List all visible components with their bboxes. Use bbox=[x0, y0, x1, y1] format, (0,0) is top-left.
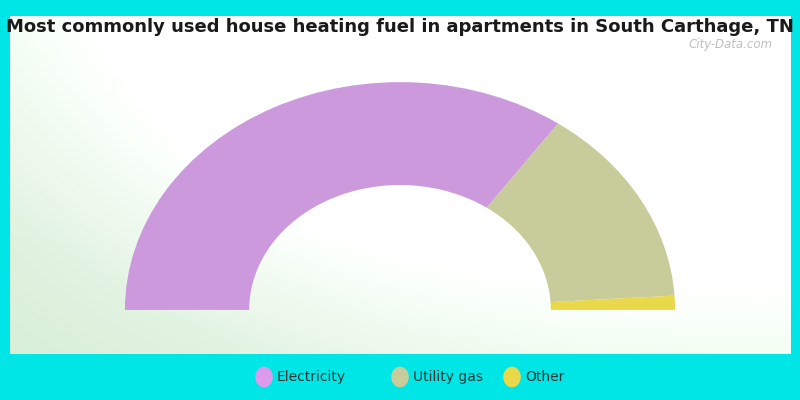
Text: Other: Other bbox=[525, 370, 564, 384]
Ellipse shape bbox=[391, 367, 409, 387]
Ellipse shape bbox=[503, 367, 521, 387]
Wedge shape bbox=[486, 124, 674, 302]
Wedge shape bbox=[125, 82, 558, 310]
Text: Utility gas: Utility gas bbox=[413, 370, 483, 384]
Wedge shape bbox=[550, 296, 675, 310]
Text: Most commonly used house heating fuel in apartments in South Carthage, TN: Most commonly used house heating fuel in… bbox=[6, 18, 794, 36]
Ellipse shape bbox=[255, 367, 273, 387]
Text: City-Data.com: City-Data.com bbox=[689, 38, 773, 51]
Text: Electricity: Electricity bbox=[277, 370, 346, 384]
